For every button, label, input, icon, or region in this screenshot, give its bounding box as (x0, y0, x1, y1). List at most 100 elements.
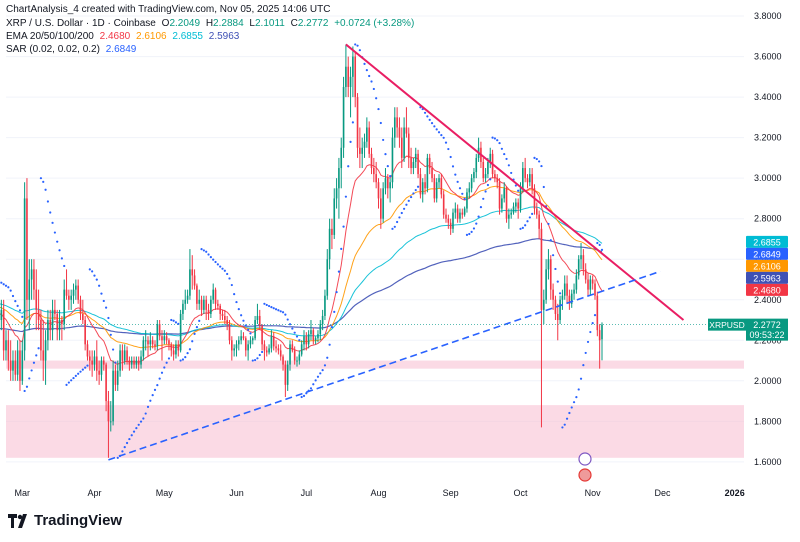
candle-body (594, 283, 596, 296)
sar-dot (49, 211, 52, 214)
sar-dot (330, 325, 334, 329)
candle-body (231, 340, 233, 351)
sar-dot (526, 220, 529, 223)
candle-body (170, 344, 173, 351)
candle-body (19, 350, 21, 381)
sar-dot (298, 339, 301, 342)
candle-body (207, 309, 210, 314)
sar-dot (510, 171, 513, 175)
sar-dot (533, 156, 536, 160)
sar-dot (333, 310, 336, 313)
ema200-line (0, 238, 603, 335)
sar-dot (205, 250, 208, 253)
ohlc-low: 2.1011 (254, 18, 285, 29)
sar-dot (265, 303, 268, 307)
candle-body (552, 289, 554, 300)
candle-body (352, 56, 354, 77)
x-tick-label: May (156, 488, 174, 498)
sar-dot (11, 294, 15, 298)
candle-body (63, 289, 66, 325)
price-label-box (746, 259, 788, 272)
candle-body (442, 194, 445, 215)
sar-dot (125, 441, 129, 445)
candle-body (310, 330, 312, 335)
sar-dot (139, 420, 143, 423)
ema20-value: 2.4680 (99, 31, 131, 42)
sar-dot (214, 260, 217, 264)
candle-body (531, 174, 533, 189)
sar-dot (356, 44, 359, 47)
x-tick-label: Nov (585, 488, 602, 498)
sar-dot (312, 383, 315, 386)
sar-dot (465, 233, 469, 237)
x-tick-label: Apr (87, 488, 101, 498)
candle-body (498, 182, 501, 209)
candle-body (540, 228, 543, 310)
candle-body (263, 344, 266, 351)
candle-body (49, 320, 52, 331)
ohlc-high: 2.2884 (213, 18, 244, 29)
ohlc-close-label: C (290, 18, 298, 29)
candle-body (251, 338, 254, 341)
candle-body (342, 86, 345, 148)
sar-dot (195, 326, 199, 329)
candle-body (566, 283, 568, 296)
sar-dot (444, 141, 448, 144)
sar-dot (314, 379, 317, 382)
sar-dot (14, 300, 17, 303)
candle-body (156, 324, 159, 347)
sar-dot (32, 361, 36, 364)
sar-dot (549, 239, 552, 242)
sar-dot (7, 286, 10, 289)
candle-body (47, 320, 49, 341)
candle-body (591, 279, 594, 284)
symbol-title: XRP / U.S. Dollar · 1D · Coinbase (6, 18, 156, 29)
candle-body (200, 299, 203, 310)
y-tick-label: 1.6000 (754, 457, 782, 467)
candle-body (312, 330, 315, 341)
price-label-text: 2.4680 (753, 285, 781, 295)
price-label-text: 2.5963 (753, 273, 781, 283)
candle-body (526, 178, 529, 183)
candle-body (91, 360, 93, 365)
candle-body (554, 299, 557, 314)
x-tick-label: Aug (370, 488, 386, 498)
candle-body (177, 344, 180, 351)
candles (0, 44, 603, 458)
sar-dot (589, 330, 592, 334)
candle-body (12, 360, 14, 371)
price-label-box (746, 235, 788, 248)
sar-dot (63, 264, 66, 268)
candle-body (198, 299, 201, 304)
sar-dot (572, 401, 576, 404)
candle-body (391, 137, 394, 183)
sar-dot (209, 255, 212, 259)
sar-dot (396, 220, 399, 224)
sar-dot (233, 293, 236, 296)
sar-dot (184, 356, 187, 359)
resistance-trendline (345, 43, 685, 321)
sar-dot (74, 374, 77, 377)
sar-dot (0, 281, 3, 284)
sar-dot (503, 152, 506, 156)
candle-body (505, 188, 508, 219)
candle-body (221, 313, 224, 316)
x-tick-label: Oct (513, 488, 528, 498)
sar-dot (163, 366, 166, 369)
candle-body (333, 198, 336, 235)
sar-dot (156, 384, 159, 387)
sar-dot (158, 377, 161, 380)
sar-legend: SAR (0.02, 0.02, 0.2) 2.6849 (6, 44, 139, 56)
candle-body (186, 295, 189, 300)
candle-body (375, 174, 377, 183)
sar-dot (347, 165, 350, 168)
sar-dot (489, 178, 492, 181)
sar-dot (202, 249, 205, 252)
candle-body (489, 153, 492, 162)
x-tick-label: Jun (229, 488, 244, 498)
candle-body (261, 326, 263, 345)
candle-body (42, 350, 45, 361)
sar-dot (554, 267, 557, 271)
candle-body (105, 364, 107, 402)
